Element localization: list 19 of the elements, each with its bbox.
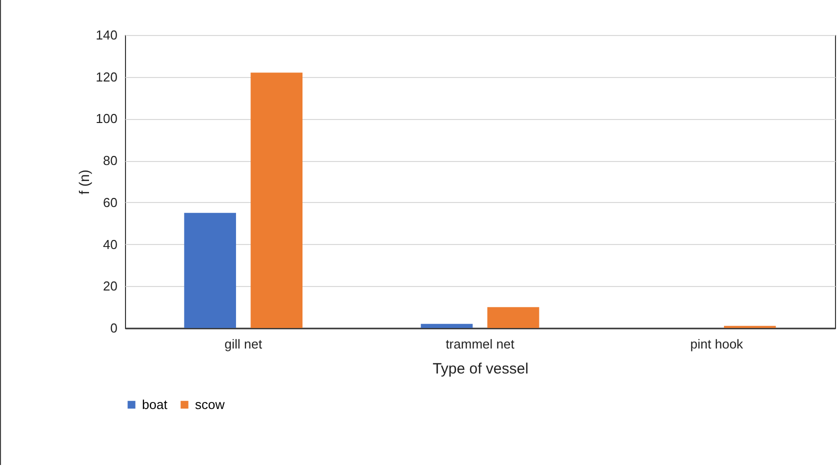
bar <box>420 324 473 328</box>
legend-label: scow <box>195 396 226 412</box>
x-tick-label: pint hook <box>690 336 744 352</box>
bar <box>487 307 540 328</box>
bar <box>250 72 302 328</box>
x-tick-label: trammel net <box>446 336 515 352</box>
y-tick-label: 140 <box>96 28 118 42</box>
y-tick-label: 0 <box>110 320 118 336</box>
y-tick-label: 40 <box>103 236 118 252</box>
y-tick-label: 80 <box>103 153 118 168</box>
y-axis-title: f (n) <box>76 170 92 194</box>
legend-label: boat <box>142 396 168 412</box>
y-tick-label: 20 <box>103 278 118 294</box>
bar <box>184 212 236 328</box>
y-tick-label: 100 <box>96 111 118 126</box>
x-tick-label: gill net <box>224 336 263 352</box>
x-axis-title: Type of vessel <box>432 360 528 378</box>
y-tick-label: 120 <box>96 69 118 84</box>
y-tick-label: 60 <box>103 194 118 210</box>
